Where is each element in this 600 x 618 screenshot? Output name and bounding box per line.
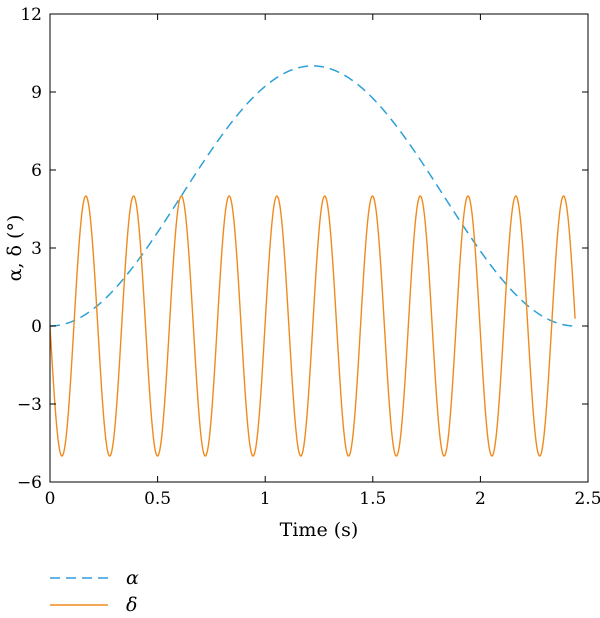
x-tick-label: 0.5 [144, 489, 171, 509]
x-tick-label: 1 [260, 489, 271, 509]
y-tick-label: 6 [31, 161, 42, 181]
series-alpha-line [50, 65, 576, 327]
plot-frame [49, 13, 589, 483]
x-tick-label: 2.5 [574, 489, 600, 509]
y-tick-label: 3 [31, 239, 42, 259]
x-tick-label: 2 [475, 489, 486, 509]
y-tick-label: 0 [31, 317, 42, 337]
legend-label-alpha: α [126, 567, 139, 589]
x-tick-label: 0 [45, 489, 56, 509]
series-delta-line [50, 195, 576, 457]
y-axis-label: α, δ (°) [4, 215, 26, 282]
axes: 0 0.5 1 1.5 2 2.5 −6 −3 0 3 6 9 12 [17, 5, 600, 509]
x-axis-label: Time (s) [280, 519, 359, 541]
legend-label-delta: δ [126, 594, 137, 616]
y-tick-label: −3 [17, 395, 42, 415]
legend: α δ [50, 567, 139, 616]
y-tick-label: −6 [17, 473, 42, 493]
y-tick-label: 12 [20, 5, 42, 25]
y-tick-label: 9 [31, 83, 42, 103]
plot-area [50, 65, 576, 457]
x-tick-label: 1.5 [359, 489, 386, 509]
